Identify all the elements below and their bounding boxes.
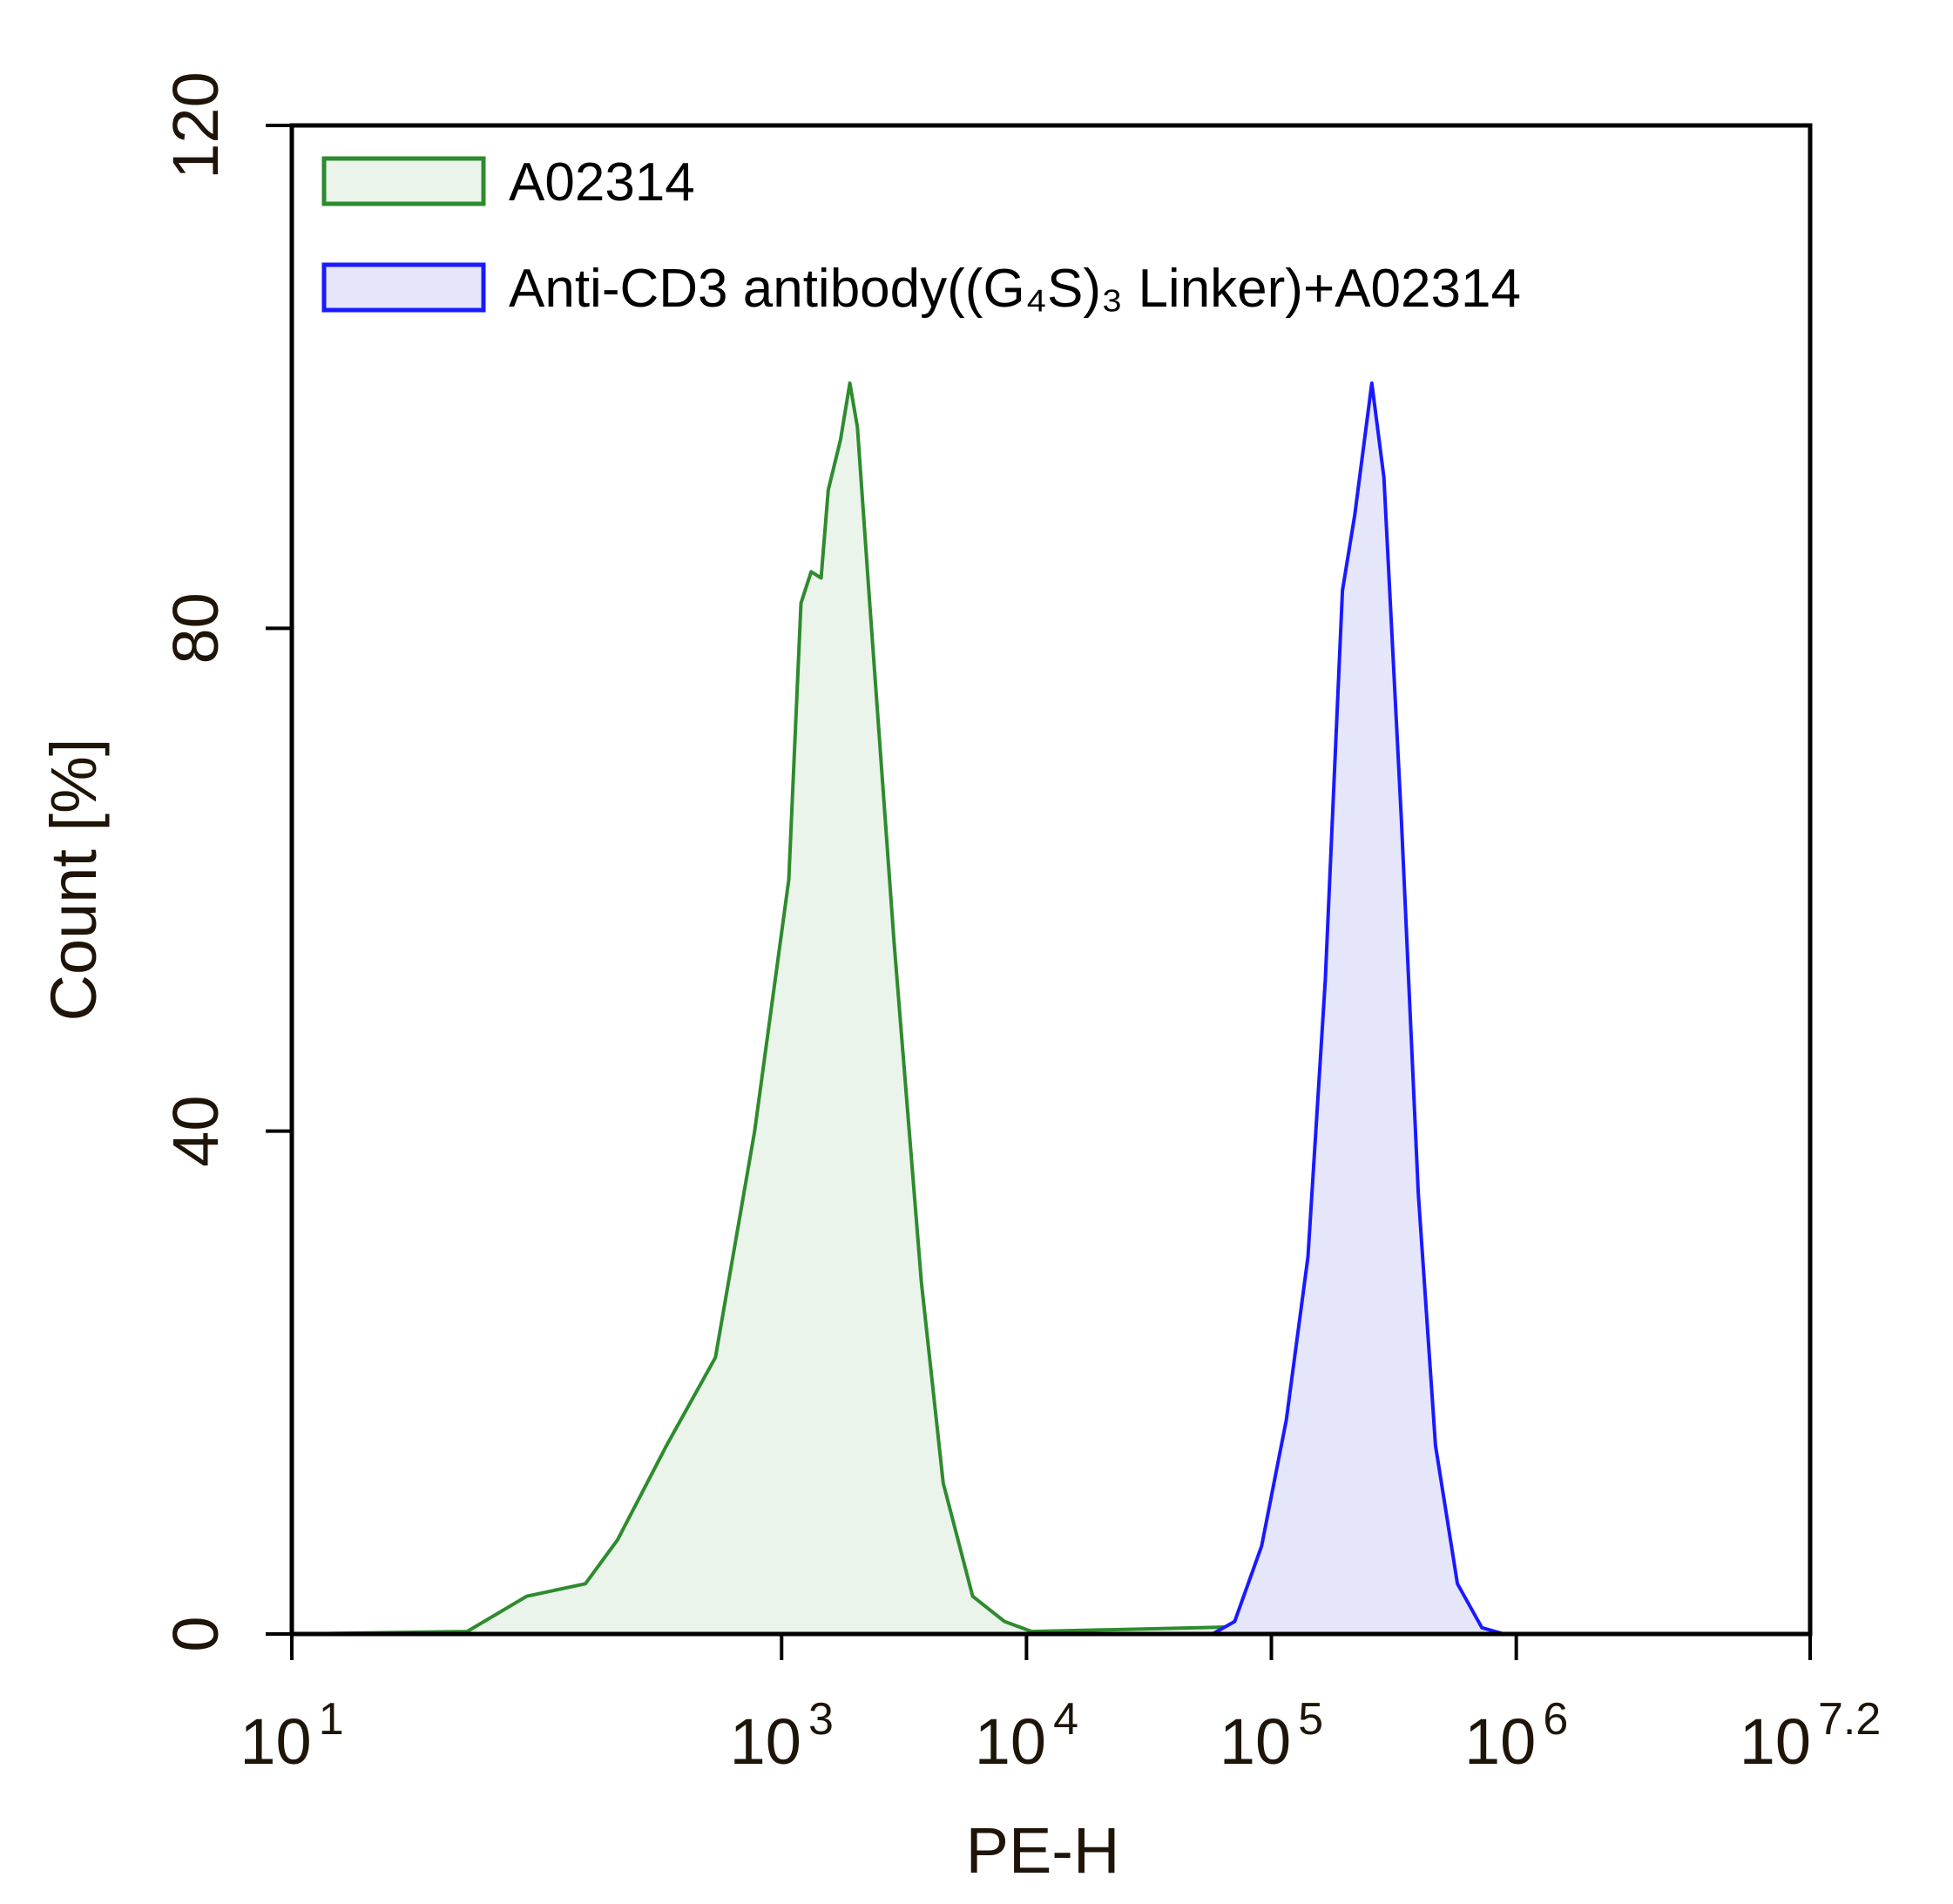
histogram	[290, 381, 1433, 1636]
x-tick-label: 10 1	[240, 1694, 343, 1778]
x-tick-label: 10 3	[730, 1694, 834, 1778]
x-tick-exponent: 3	[808, 1694, 834, 1745]
x-axis-label: PE-H	[966, 1814, 1120, 1887]
y-tick-label: 40	[159, 1096, 232, 1167]
x-tick-base: 10	[1220, 1705, 1291, 1778]
x-tick-label: 10 7.2	[1740, 1694, 1882, 1778]
x-tick-label: 10 5	[1220, 1694, 1323, 1778]
y-tick-label: 120	[159, 71, 232, 179]
x-tick-label: 10 6	[1464, 1694, 1568, 1778]
x-tick-base: 10	[730, 1705, 801, 1778]
histogram	[1211, 381, 1506, 1636]
legend-swatch	[321, 156, 486, 206]
x-tick-exponent: 6	[1543, 1694, 1568, 1745]
x-tick-exponent: 4	[1053, 1694, 1078, 1745]
x-tick-base: 10	[240, 1705, 311, 1778]
x-tick-exponent: 1	[319, 1694, 344, 1745]
x-tick-exponent: 7.2	[1818, 1694, 1881, 1745]
plot-frame	[289, 123, 1813, 1637]
x-tick-base: 10	[975, 1705, 1046, 1778]
y-tick-label: 0	[159, 1616, 232, 1651]
x-tick-exponent: 5	[1298, 1694, 1323, 1745]
x-tick-base: 10	[1740, 1705, 1811, 1778]
legend-swatch	[321, 262, 486, 313]
legend-label: A02314	[509, 152, 695, 213]
y-tick-label: 80	[159, 592, 232, 664]
y-axis-label: Count [%]	[37, 739, 110, 1022]
x-tick-base: 10	[1464, 1705, 1536, 1778]
x-tick-label: 10 4	[975, 1694, 1078, 1778]
legend-label: Anti-CD3 antibody((G₄S)₃ Linker)+A02314	[509, 259, 1521, 319]
